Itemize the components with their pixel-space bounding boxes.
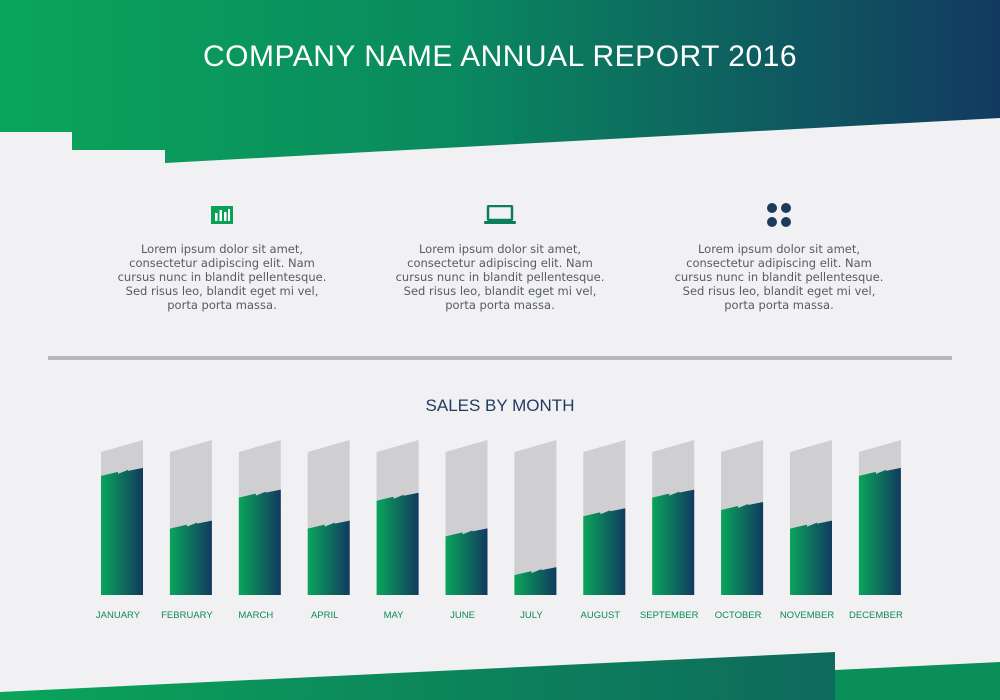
sales-bar-chart: JANUARY FEBRUARY MARCH APRIL MAY JUNE JULY AUGU… <box>96 440 903 621</box>
four-dots-icon <box>664 200 894 230</box>
chart-title: SALES BY MONTH <box>425 396 575 415</box>
x-tick-label: AUGUST <box>581 610 621 621</box>
feature-text: Lorem ipsum dolor sit amet, consectetur … <box>674 242 884 312</box>
x-tick-label: OCTOBER <box>715 610 762 621</box>
x-tick-label: JANUARY <box>96 610 141 621</box>
x-tick-label: MAY <box>384 610 405 621</box>
x-tick-label: APRIL <box>311 610 338 621</box>
feature-card-3: Lorem ipsum dolor sit amet, consectetur … <box>664 200 894 312</box>
bar-may <box>376 492 419 595</box>
feature-card-1: Lorem ipsum dolor sit amet, consectetur … <box>107 200 337 312</box>
laptop-icon <box>385 200 615 230</box>
bar-chart-icon <box>107 200 337 230</box>
bar-october <box>721 502 764 595</box>
bar-march <box>238 489 281 595</box>
bar-december <box>858 467 901 595</box>
bar-november <box>790 520 832 595</box>
bar-april <box>307 520 350 595</box>
report-title: COMPANY NAME ANNUAL REPORT 2016 <box>202 40 798 73</box>
feature-text: Lorem ipsum dolor sit amet, consectetur … <box>117 242 327 312</box>
bar-june <box>445 528 488 595</box>
bar-august <box>583 508 626 595</box>
x-tick-label: JULY <box>520 610 543 621</box>
section-divider <box>48 356 952 360</box>
feature-text: Lorem ipsum dolor sit amet, consectetur … <box>395 242 605 312</box>
bar-september <box>652 489 695 595</box>
x-tick-label: MARCH <box>238 610 273 621</box>
footer-accent <box>835 662 1000 700</box>
bar-background <box>514 440 557 595</box>
x-tick-label: JUNE <box>450 610 475 621</box>
feature-card-2: Lorem ipsum dolor sit amet, consectetur … <box>385 200 615 312</box>
bar-february <box>169 520 212 595</box>
x-tick-label: SEPTEMBER <box>640 610 699 621</box>
x-tick-label: NOVEMBER <box>780 610 835 621</box>
footer-band <box>0 652 835 700</box>
bar-january <box>101 467 143 595</box>
bar-july <box>514 567 557 595</box>
x-tick-label: FEBRUARY <box>161 610 213 621</box>
x-tick-label: DECEMBER <box>849 610 903 621</box>
